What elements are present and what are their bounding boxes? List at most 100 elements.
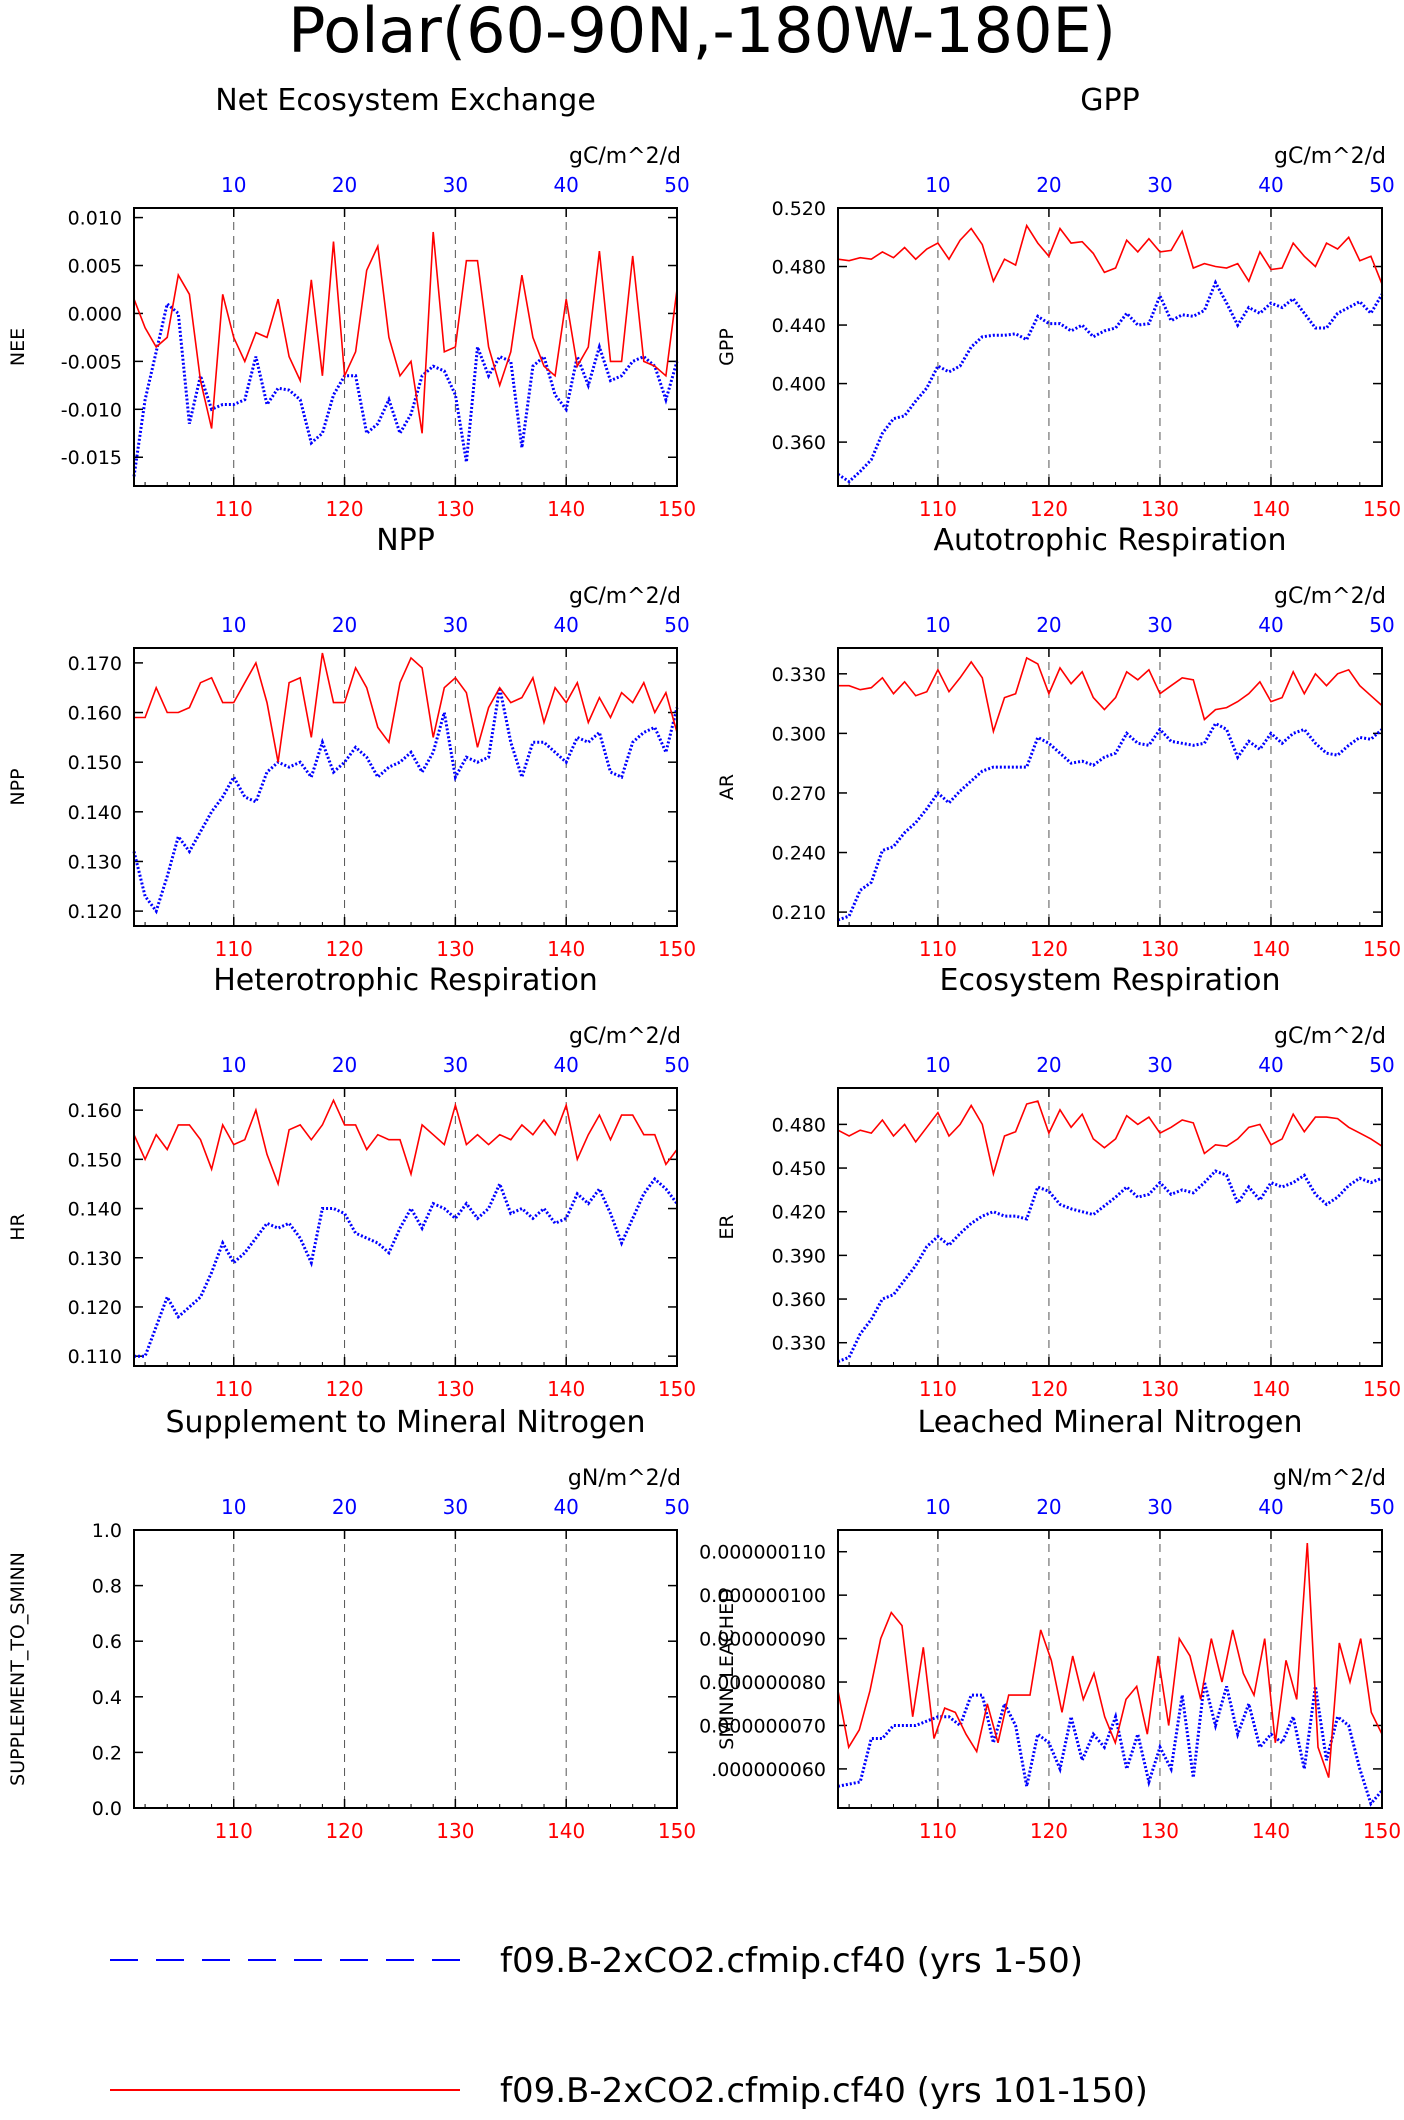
x-tick-label: 130 xyxy=(1141,937,1179,961)
x-top-tick-label: 10 xyxy=(221,173,246,197)
y-tick-label: 0.270 xyxy=(772,783,826,805)
x-top-tick-label: 20 xyxy=(1036,613,1061,637)
x-tick-label: 150 xyxy=(1363,497,1401,521)
x-tick-label: 110 xyxy=(215,1377,253,1401)
x-tick-label: 110 xyxy=(919,497,957,521)
chart-panel: GPP gC/m^2/d 110 120 130 140 150 10 20 30 40 50 0.36… xyxy=(716,83,1401,521)
y-tick-label: 0.360 xyxy=(772,1289,826,1311)
y-tick-label: 1.0 xyxy=(92,1520,122,1542)
x-tick-label: 150 xyxy=(1363,1377,1401,1401)
x-tick-label: 120 xyxy=(1030,937,1068,961)
series-line-years-1-50 xyxy=(132,301,679,477)
units-label: gC/m^2/d xyxy=(569,1024,681,1049)
x-top-tick-label: 50 xyxy=(1369,1495,1394,1519)
series-line-years-101-150 xyxy=(837,223,1383,285)
y-axis-label: ER xyxy=(716,1214,738,1239)
y-tick-label: 0.210 xyxy=(772,902,826,924)
y-tick-label: 0.360 xyxy=(772,432,826,454)
series-line-years-101-150 xyxy=(837,1100,1383,1178)
y-axis-label: HR xyxy=(7,1213,29,1241)
x-tick-label: 150 xyxy=(1363,937,1401,961)
plot-frame xyxy=(837,647,1383,927)
x-top-tick-label: 40 xyxy=(1258,173,1283,197)
y-tick-label: 0.000 xyxy=(68,303,122,325)
panel-title: GPP xyxy=(1080,83,1139,118)
y-tick-label: 0.330 xyxy=(772,1333,826,1355)
plot-frame xyxy=(133,1529,678,1809)
chart-panel: Heterotrophic Respiration gC/m^2/d 110 120 1… xyxy=(7,963,696,1401)
x-tick-label: 120 xyxy=(325,1377,363,1401)
x-tick-label: 120 xyxy=(325,937,363,961)
y-tick-label: 0.000000080 xyxy=(699,1672,826,1694)
y-tick-label: 0.330 xyxy=(772,664,826,686)
x-top-tick-label: 50 xyxy=(664,173,689,197)
y-tick-label: 0.150 xyxy=(68,752,122,774)
x-top-tick-label: 20 xyxy=(1036,173,1061,197)
series-line-years-101-150 xyxy=(838,656,1383,735)
x-tick-label: 130 xyxy=(1141,1819,1179,1843)
chart-panel: Ecosystem Respiration gC/m^2/d 110 120 130 14… xyxy=(716,963,1401,1401)
chart-panel: Leached Mineral Nitrogen gN/m^2/d 110 120 13… xyxy=(699,1405,1401,1843)
y-tick-label: 0.130 xyxy=(68,1248,122,1270)
units-label: gC/m^2/d xyxy=(1274,1024,1386,1049)
y-tick-label: 0.140 xyxy=(68,1199,122,1221)
y-tick-label: 0.480 xyxy=(772,1114,826,1136)
y-tick-label: .000000060 xyxy=(711,1759,826,1781)
units-label: gN/m^2/d xyxy=(568,1466,681,1491)
x-tick-label: 140 xyxy=(1252,1819,1290,1843)
x-top-tick-label: 20 xyxy=(332,173,357,197)
y-tick-label: 0.390 xyxy=(772,1245,826,1267)
y-axis-label: GPP xyxy=(716,328,738,366)
units-label: gC/m^2/d xyxy=(1274,584,1386,609)
x-top-tick-label: 50 xyxy=(664,613,689,637)
x-top-tick-label: 30 xyxy=(443,1053,468,1077)
y-axis-label: SMINN_LEACHED xyxy=(716,1588,738,1749)
y-tick-label: 0.6 xyxy=(92,1631,122,1653)
x-tick-label: 110 xyxy=(215,497,253,521)
x-tick-label: 120 xyxy=(325,1819,363,1843)
units-label: gC/m^2/d xyxy=(1274,144,1386,169)
x-top-tick-label: 40 xyxy=(553,173,578,197)
x-tick-label: 110 xyxy=(919,1377,957,1401)
plot-frame xyxy=(133,647,678,927)
x-top-tick-label: 20 xyxy=(332,1053,357,1077)
units-label: gC/m^2/d xyxy=(569,144,681,169)
x-top-tick-label: 50 xyxy=(1369,613,1394,637)
x-top-tick-label: 50 xyxy=(1369,173,1394,197)
y-tick-label: 0.420 xyxy=(772,1202,826,1224)
x-top-tick-label: 30 xyxy=(1147,613,1172,637)
x-tick-label: 150 xyxy=(1363,1819,1401,1843)
x-top-tick-label: 50 xyxy=(664,1495,689,1519)
y-tick-label: 0.000000070 xyxy=(699,1715,826,1737)
y-tick-label: 0.4 xyxy=(92,1687,122,1709)
series-line-years-101-150 xyxy=(134,652,678,763)
y-tick-label: -0.010 xyxy=(61,399,122,421)
series-line-years-1-50 xyxy=(837,279,1384,484)
y-tick-label: 0.240 xyxy=(772,843,826,865)
series-line-years-1-50 xyxy=(837,1681,1384,1807)
x-tick-label: 130 xyxy=(1141,1377,1179,1401)
x-tick-label: 130 xyxy=(436,937,474,961)
x-top-tick-label: 30 xyxy=(1147,1495,1172,1519)
x-top-tick-label: 20 xyxy=(1036,1495,1061,1519)
y-tick-label: 0.130 xyxy=(68,851,122,873)
y-tick-label: 0.000000100 xyxy=(699,1585,826,1607)
panels: Net Ecosystem Exchange gC/m^2/d 110 120 130 1… xyxy=(7,83,1401,1843)
legend: f09.B-2xCO2.cfmip.cf40 (yrs 1-50) f09.B-… xyxy=(110,1941,1148,2111)
x-top-tick-label: 30 xyxy=(443,613,468,637)
x-top-tick-label: 40 xyxy=(1258,1053,1283,1077)
panel-title: Heterotrophic Respiration xyxy=(213,963,598,998)
y-tick-label: 0.010 xyxy=(68,208,122,230)
chart-panel: NPP gC/m^2/d 110 120 130 140 150 10 20 30 40 50 0.12… xyxy=(7,523,696,961)
x-tick-label: 110 xyxy=(919,937,957,961)
x-tick-label: 140 xyxy=(547,1819,585,1843)
y-tick-label: 0.000000090 xyxy=(699,1629,826,1651)
x-top-tick-label: 30 xyxy=(443,173,468,197)
panel-title: Net Ecosystem Exchange xyxy=(215,83,596,118)
x-tick-label: 140 xyxy=(1252,1377,1290,1401)
y-tick-label: 0.520 xyxy=(772,198,826,220)
units-label: gC/m^2/d xyxy=(569,584,681,609)
chart-panel: Autotrophic Respiration gC/m^2/d 110 120 130… xyxy=(716,523,1401,961)
y-axis-label: SUPPLEMENT_TO_SMINN xyxy=(7,1552,29,1786)
